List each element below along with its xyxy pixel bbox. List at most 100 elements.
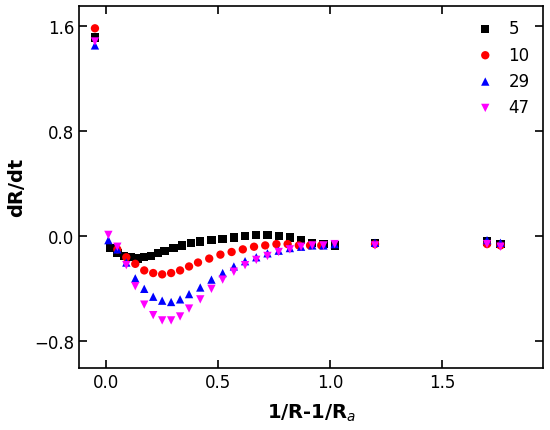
10 (261, 243, 270, 249)
47 (122, 262, 131, 269)
29 (285, 245, 294, 252)
47 (149, 312, 158, 319)
5 (274, 233, 283, 240)
5 (241, 233, 250, 240)
47 (331, 241, 339, 248)
5 (169, 245, 178, 252)
5 (207, 237, 216, 244)
5 (229, 234, 238, 241)
29 (483, 237, 492, 244)
10 (496, 243, 505, 249)
29 (149, 294, 158, 301)
10 (122, 254, 131, 261)
5 (133, 255, 142, 262)
10 (371, 241, 380, 248)
47 (91, 39, 100, 46)
47 (252, 257, 261, 264)
47 (319, 243, 328, 249)
10 (205, 255, 213, 262)
29 (218, 270, 227, 277)
29 (229, 264, 238, 270)
10 (140, 267, 148, 274)
29 (185, 291, 194, 298)
5 (160, 248, 169, 255)
5 (371, 240, 380, 247)
47 (104, 232, 113, 239)
47 (241, 262, 250, 269)
10 (185, 264, 194, 270)
47 (308, 243, 317, 249)
5 (146, 253, 155, 260)
29 (308, 243, 317, 249)
29 (241, 258, 250, 265)
10 (317, 243, 326, 249)
47 (207, 286, 216, 292)
10 (227, 249, 236, 256)
29 (175, 296, 184, 303)
10 (131, 261, 140, 267)
47 (196, 296, 205, 303)
29 (252, 254, 261, 261)
29 (207, 276, 216, 283)
29 (140, 286, 148, 292)
5 (252, 232, 261, 239)
5 (263, 232, 272, 239)
29 (263, 250, 272, 257)
29 (167, 299, 175, 306)
10 (158, 271, 167, 278)
5 (483, 239, 492, 246)
29 (158, 298, 167, 304)
29 (274, 248, 283, 255)
10 (149, 270, 158, 277)
5 (178, 243, 187, 249)
29 (371, 240, 380, 247)
47 (483, 241, 492, 248)
5 (331, 243, 339, 249)
47 (185, 305, 194, 312)
5 (218, 236, 227, 243)
5 (153, 250, 162, 257)
10 (294, 243, 303, 249)
10 (175, 267, 184, 274)
5 (140, 254, 148, 261)
10 (194, 259, 202, 266)
5 (187, 240, 196, 247)
29 (122, 259, 131, 266)
10 (113, 246, 122, 253)
10 (91, 26, 100, 33)
5 (196, 239, 205, 246)
5 (319, 241, 328, 248)
47 (263, 253, 272, 260)
47 (496, 244, 505, 251)
29 (296, 244, 305, 251)
47 (175, 313, 184, 320)
29 (113, 246, 122, 253)
Y-axis label: dR/dt: dR/dt (7, 158, 26, 217)
X-axis label: 1/R-1/R$_a$: 1/R-1/R$_a$ (267, 402, 356, 423)
10 (306, 243, 315, 249)
5 (106, 245, 115, 252)
47 (218, 276, 227, 283)
10 (250, 244, 258, 251)
47 (371, 243, 380, 249)
5 (296, 237, 305, 244)
47 (113, 244, 122, 251)
29 (91, 43, 100, 50)
10 (167, 270, 175, 277)
10 (272, 241, 281, 248)
29 (331, 241, 339, 248)
10 (238, 246, 247, 253)
29 (319, 243, 328, 249)
5 (308, 240, 317, 247)
29 (104, 237, 113, 244)
47 (296, 244, 305, 251)
47 (274, 249, 283, 256)
29 (196, 284, 205, 291)
5 (91, 35, 100, 42)
47 (158, 317, 167, 324)
5 (120, 253, 129, 260)
5 (285, 234, 294, 241)
5 (496, 241, 505, 248)
10 (483, 241, 492, 248)
47 (131, 283, 140, 290)
